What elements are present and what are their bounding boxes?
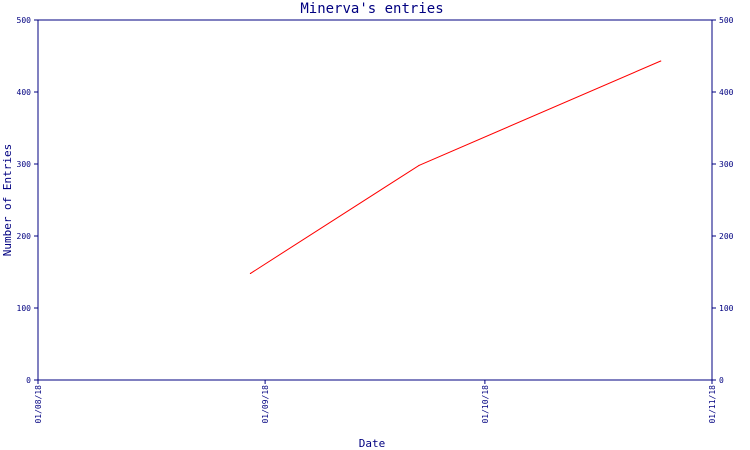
data-point-1 <box>418 164 420 167</box>
y-tick-label-right: 200 <box>719 232 734 241</box>
chart-title: Minerva's entries <box>300 1 443 17</box>
series-line-0 <box>250 60 661 274</box>
y-axis-label: Number of Entries <box>1 144 14 257</box>
y-tick-label-left: 400 <box>17 88 32 97</box>
data-point-2 <box>660 60 662 62</box>
y-axis-ticks: 0 0 100 100 200 200 300 300 400 400 500 500 <box>17 16 734 385</box>
plot-frame <box>37 19 713 381</box>
y-tick-label-left: 500 <box>17 16 32 25</box>
y-tick-label-right: 100 <box>719 304 734 313</box>
x-axis-ticks: 01/08/18 01/09/18 01/10/18 01/11/18 <box>34 380 717 424</box>
x-tick-label: 01/08/18 <box>34 385 43 424</box>
y-tick-label-left: 300 <box>17 160 32 169</box>
y-tick-label-left: 200 <box>17 232 32 241</box>
series-layer <box>249 60 662 275</box>
y-tick-label-right: 300 <box>719 160 734 169</box>
x-tick-label: 01/10/18 <box>481 385 490 424</box>
y-tick-label-left: 100 <box>17 304 32 313</box>
x-tick-label: 01/11/18 <box>708 385 717 424</box>
x-axis-label: Date <box>359 437 386 450</box>
y-tick-label-left: 0 <box>26 376 31 385</box>
x-tick-label: 01/09/18 <box>261 385 270 424</box>
data-point-0 <box>249 272 252 275</box>
y-tick-label-right: 0 <box>719 376 724 385</box>
y-tick-label-right: 400 <box>719 88 734 97</box>
y-tick-label-right: 500 <box>719 16 734 25</box>
